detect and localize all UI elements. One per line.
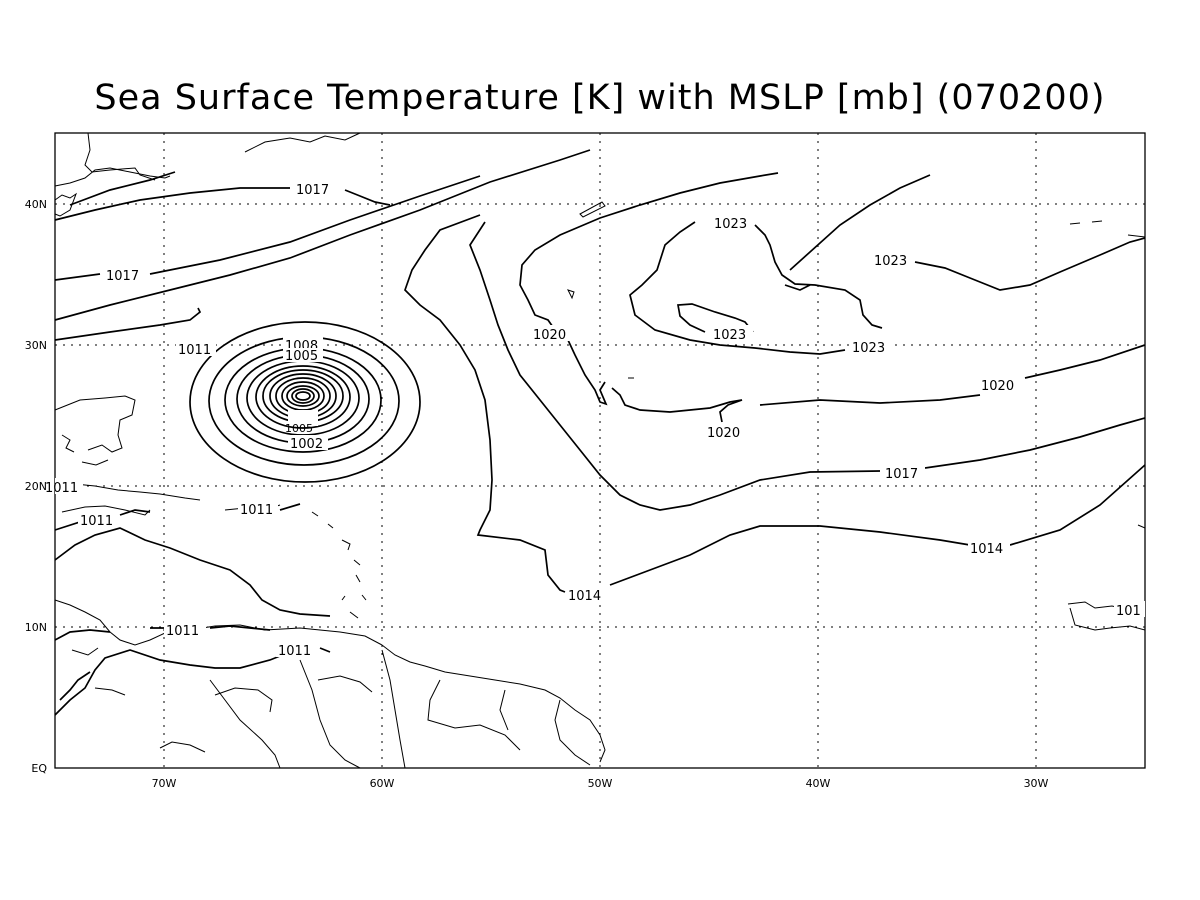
contour-label: 101	[1116, 604, 1141, 619]
contour-label: 1011	[178, 343, 211, 358]
contour-label: 1023	[874, 254, 907, 269]
contour-label: 1011	[80, 514, 113, 529]
y-tick-label: 10N	[25, 621, 47, 634]
contour-label: 1011	[278, 644, 311, 659]
x-tick-label: 60W	[370, 777, 395, 790]
x-tick-label: 40W	[806, 777, 831, 790]
y-tick-label: 20N	[25, 480, 47, 493]
contour-label: 1023	[714, 217, 747, 232]
y-tick-label: EQ	[31, 762, 47, 775]
contour-label: 1020	[981, 379, 1014, 394]
contour-label: 1020	[707, 426, 740, 441]
contour-label: 1005	[285, 422, 313, 435]
map-title: Sea Surface Temperature [K] with MSLP [m…	[94, 78, 1106, 118]
isobar-contours	[54, 149, 1146, 716]
contour-label: 1011	[166, 624, 199, 639]
contour-label: 1023	[852, 341, 885, 356]
contour-label: 1011	[45, 481, 78, 496]
plot-frame	[54, 132, 1146, 769]
contour-label: 1014	[970, 542, 1003, 557]
contour-label: 1011	[240, 503, 273, 518]
contour-label: 1017	[885, 467, 918, 482]
contour-label: 1014	[568, 589, 601, 604]
y-tick-label: 30N	[25, 339, 47, 352]
contour-label: 1005	[285, 349, 318, 364]
coastlines	[54, 132, 1146, 769]
x-axis-labels: 70W 60W 50W 40W 30W	[152, 777, 1049, 790]
y-tick-label: 40N	[25, 198, 47, 211]
contour-label: 1020	[533, 328, 566, 343]
contour-label: 1002	[290, 437, 323, 452]
contour-label: 1017	[106, 269, 139, 284]
contour-label: 1017	[296, 183, 329, 198]
x-tick-label: 30W	[1024, 777, 1049, 790]
contour-label: 1023	[713, 328, 746, 343]
y-axis-labels: 40N 30N 20N 10N EQ	[25, 198, 48, 775]
x-tick-label: 70W	[152, 777, 177, 790]
x-tick-label: 50W	[588, 777, 613, 790]
contour-labels: 1017 1017 1011 1008 1005 1002 1011 1011 …	[45, 180, 1145, 659]
grid-lines	[55, 133, 1145, 768]
